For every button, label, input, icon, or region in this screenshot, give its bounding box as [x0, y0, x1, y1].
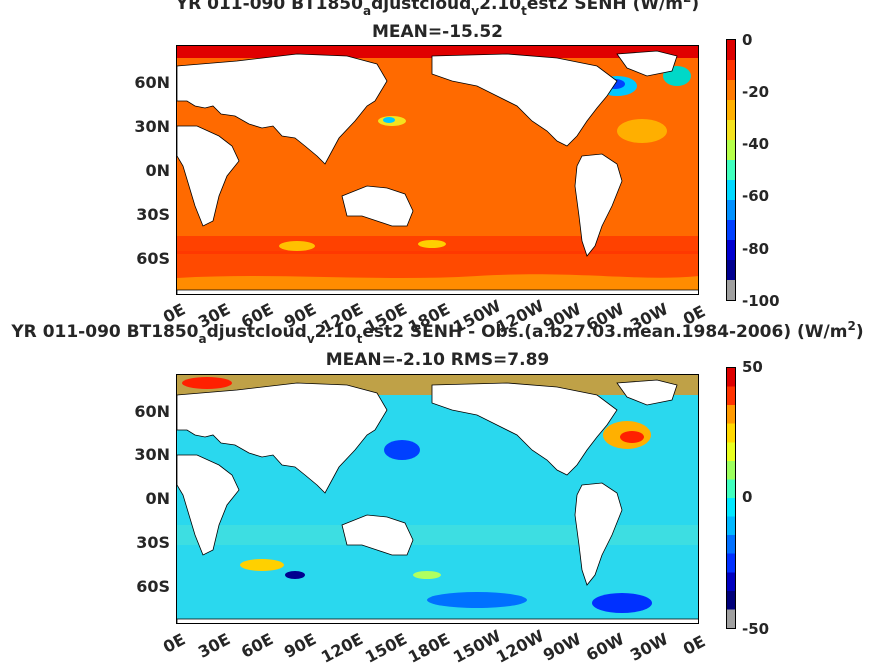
colorbar-label: -100 — [742, 292, 780, 310]
drake-patch — [592, 593, 652, 613]
africa — [177, 125, 240, 227]
southern-cold-band — [427, 592, 527, 608]
top-map-canvas — [177, 46, 698, 294]
north-america — [431, 53, 618, 147]
tasman-patch — [413, 571, 441, 579]
eurasia — [177, 53, 388, 165]
lon-tick: 120W — [493, 626, 547, 667]
colorbar-label: -80 — [742, 240, 770, 258]
australia — [341, 514, 414, 556]
agulhas-patch — [240, 559, 284, 571]
top-panel-mean: MEAN=-15.52 — [372, 22, 503, 42]
australia — [341, 185, 414, 227]
lon-tick: 120E — [318, 629, 367, 667]
africa — [177, 454, 240, 556]
atlantic-patch — [617, 119, 667, 143]
lon-tick: 90W — [540, 629, 585, 665]
colorbar-label: -40 — [742, 135, 770, 153]
colorbar-label: 0 — [742, 488, 753, 506]
lon-tick: 30W — [627, 629, 672, 665]
lat-tick: 60S — [136, 577, 170, 596]
indian-cold-patch — [285, 571, 305, 579]
colorbar-label: -60 — [742, 187, 770, 205]
bottom-panel-mean: MEAN=-2.10 RMS=7.89 — [325, 350, 550, 370]
bottom-map-canvas — [177, 375, 698, 623]
lat-tick: 60N — [134, 73, 170, 92]
bottom-panel-title: YR 011-090 BT1850adjustcloudv2.10test2 S… — [11, 319, 864, 346]
land-masses — [177, 379, 698, 623]
tasman-patch — [418, 240, 446, 248]
colorbar-label: 0 — [742, 31, 753, 49]
lon-tick: 150E — [362, 629, 411, 667]
north-america — [431, 382, 618, 476]
lat-tick: 60N — [134, 402, 170, 421]
south-america — [574, 153, 623, 257]
colorbar-label: -50 — [742, 620, 770, 638]
lon-tick: 150W — [450, 626, 504, 667]
lon-tick: 0E — [680, 631, 709, 659]
kuroshio-patch — [384, 440, 420, 460]
colorbar-label: 50 — [742, 358, 763, 376]
lon-tick: 0E — [160, 629, 189, 657]
lat-tick: 30N — [134, 445, 170, 464]
south-america — [574, 482, 623, 586]
eurasia — [177, 382, 388, 494]
lat-tick: 0N — [145, 161, 170, 180]
lon-tick: 30E — [195, 629, 234, 662]
antarctic-band — [177, 274, 698, 294]
bottom-map — [176, 374, 699, 624]
lon-tick: 180E — [405, 629, 454, 667]
greenland — [616, 50, 678, 77]
top-panel-title: YR 011-090 BT1850adjustcloudv2.10test2 S… — [175, 0, 700, 18]
top-colorbar — [726, 39, 736, 301]
lon-tick: 90E — [281, 629, 320, 662]
lat-tick: 30S — [136, 533, 170, 552]
top-map — [176, 45, 699, 295]
bottom-colorbar — [726, 367, 736, 629]
lat-tick: 0N — [145, 489, 170, 508]
colorbar-label: -20 — [742, 83, 770, 101]
agulhas-patch — [279, 241, 315, 251]
lat-tick: 30N — [134, 117, 170, 136]
greenland — [616, 379, 678, 406]
antarctica — [177, 289, 698, 294]
gulfstream-core — [620, 431, 644, 443]
southern-band — [177, 525, 698, 545]
land-masses — [177, 50, 698, 294]
lat-tick: 60S — [136, 249, 170, 268]
kuroshio-core — [383, 117, 395, 123]
lon-tick: 60W — [583, 629, 628, 665]
arctic-hot-patch — [182, 377, 232, 389]
lon-tick: 60E — [238, 629, 277, 662]
antarctica — [177, 618, 698, 623]
lat-tick: 30S — [136, 205, 170, 224]
